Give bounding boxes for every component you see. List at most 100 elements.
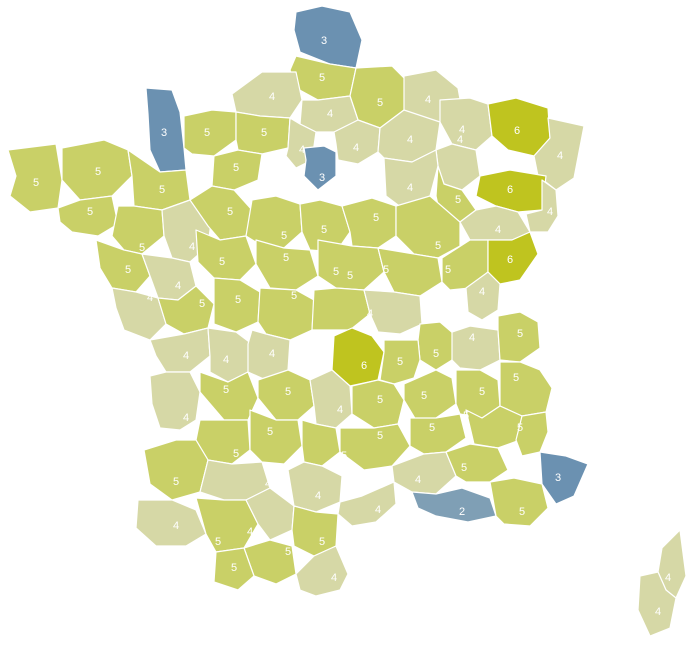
department-value-label: 4 bbox=[147, 292, 153, 304]
department-value-label: 4 bbox=[375, 504, 381, 516]
department-value-label: 5 bbox=[267, 426, 273, 438]
department-region bbox=[249, 409, 303, 465]
department-region bbox=[489, 477, 549, 527]
department-region bbox=[301, 419, 341, 467]
department-value-label: 4 bbox=[315, 490, 321, 502]
department-value-label: 5 bbox=[373, 212, 379, 224]
department-region bbox=[199, 371, 259, 421]
department-value-label: 2 bbox=[459, 506, 465, 518]
department-value-label: 5 bbox=[261, 127, 267, 139]
department-value-label: 5 bbox=[159, 184, 165, 196]
department-region bbox=[183, 109, 237, 157]
department-value-label: 5 bbox=[445, 264, 451, 276]
department-value-label: 5 bbox=[429, 422, 435, 434]
department-value-label: 5 bbox=[139, 242, 145, 254]
department-value-label: 5 bbox=[95, 166, 101, 178]
department-value-label: 4 bbox=[459, 124, 465, 136]
department-value-label: 5 bbox=[461, 462, 467, 474]
department-value-label: 4 bbox=[331, 572, 337, 584]
department-region bbox=[439, 97, 493, 151]
department-value-label: 4 bbox=[183, 350, 189, 362]
department-value-label: 5 bbox=[383, 264, 389, 276]
department-region bbox=[57, 195, 119, 237]
department-value-label: 5 bbox=[215, 536, 221, 548]
department-value-label: 5 bbox=[321, 224, 327, 236]
department-region bbox=[149, 327, 211, 373]
department-region bbox=[287, 461, 343, 513]
department-region bbox=[337, 481, 397, 527]
department-value-label: 5 bbox=[377, 97, 383, 109]
department-value-label: 5 bbox=[517, 328, 523, 340]
department-value-label: 5 bbox=[435, 240, 441, 252]
department-region bbox=[637, 571, 677, 637]
department-region bbox=[497, 311, 541, 363]
department-value-label: 5 bbox=[227, 206, 233, 218]
department-region bbox=[383, 149, 439, 209]
department-value-label: 4 bbox=[479, 286, 485, 298]
department-value-label: 4 bbox=[223, 354, 229, 366]
department-value-label: 5 bbox=[513, 372, 519, 384]
department-value-label: 3 bbox=[555, 472, 561, 484]
department-region bbox=[311, 287, 371, 331]
department-region bbox=[245, 195, 303, 249]
department-value-label: 5 bbox=[235, 294, 241, 306]
department-region bbox=[213, 547, 255, 591]
department-region bbox=[135, 499, 207, 547]
department-value-label: 4 bbox=[299, 144, 305, 156]
department-region bbox=[465, 271, 501, 321]
department-region bbox=[157, 285, 215, 335]
department-region bbox=[213, 277, 261, 333]
department-value-label: 5 bbox=[233, 162, 239, 174]
department-value-label: 5 bbox=[377, 430, 383, 442]
department-region bbox=[377, 247, 443, 297]
department-region bbox=[379, 339, 421, 385]
department-value-label: 4 bbox=[469, 332, 475, 344]
department-region bbox=[475, 169, 547, 213]
department-region bbox=[539, 451, 589, 505]
department-value-label: 5 bbox=[341, 450, 347, 462]
department-value-label: 4 bbox=[173, 520, 179, 532]
department-value-label: 4 bbox=[265, 478, 271, 490]
department-region bbox=[7, 143, 63, 213]
department-region bbox=[111, 205, 165, 255]
department-region bbox=[417, 321, 455, 371]
department-region bbox=[255, 239, 319, 291]
department-region bbox=[411, 487, 497, 523]
department-value-label: 4 bbox=[547, 206, 553, 218]
department-region bbox=[231, 71, 303, 119]
department-value-label: 4 bbox=[183, 412, 189, 424]
department-value-label: 5 bbox=[517, 422, 523, 434]
department-value-label: 5 bbox=[333, 266, 339, 278]
department-value-label: 5 bbox=[233, 448, 239, 460]
department-value-label: 5 bbox=[87, 206, 93, 218]
department-region bbox=[111, 287, 167, 341]
department-shapes bbox=[7, 5, 687, 637]
department-value-label: 4 bbox=[457, 134, 463, 146]
department-value-label: 3 bbox=[321, 35, 327, 47]
department-region bbox=[499, 361, 553, 417]
department-region bbox=[333, 119, 381, 165]
department-region bbox=[395, 195, 461, 259]
department-value-label: 4 bbox=[557, 150, 563, 162]
department-region bbox=[339, 423, 411, 471]
department-value-label: 5 bbox=[455, 194, 461, 206]
department-region bbox=[257, 287, 315, 341]
department-value-label: 4 bbox=[415, 474, 421, 486]
department-value-label: 6 bbox=[507, 254, 513, 266]
department-region bbox=[351, 379, 405, 429]
department-region bbox=[235, 111, 291, 155]
department-value-label: 4 bbox=[407, 134, 413, 146]
department-region bbox=[143, 439, 209, 501]
department-region bbox=[299, 199, 351, 253]
department-value-label: 4 bbox=[407, 182, 413, 194]
department-value-label: 5 bbox=[199, 298, 205, 310]
department-value-label: 4 bbox=[425, 94, 431, 106]
department-value-label: 5 bbox=[347, 270, 353, 282]
department-region bbox=[303, 145, 337, 191]
department-value-label: 6 bbox=[361, 360, 367, 372]
department-value-label: 3 bbox=[319, 172, 325, 184]
department-region bbox=[317, 239, 385, 291]
department-value-label: 4 bbox=[247, 526, 253, 538]
